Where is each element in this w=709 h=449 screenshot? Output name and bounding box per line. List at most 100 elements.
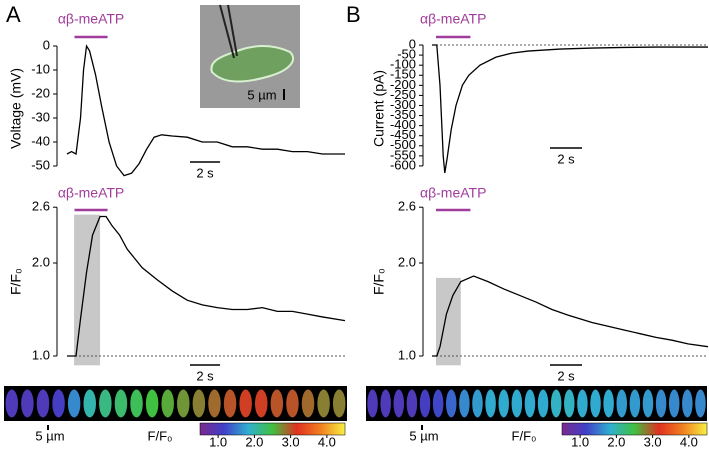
cell-frame [52,389,65,418]
cell-frame [130,389,143,418]
trace [432,275,709,357]
cell-frame [485,389,496,418]
strip-scale-label: 5 µm [409,428,438,443]
panel-label: A [6,2,21,27]
image-strip [366,386,707,421]
y-axis-label: Current (pA) [371,70,387,147]
scale-bar-label: 2 s [557,368,575,383]
cell-frame [682,389,693,418]
cell-frame [655,389,667,418]
y-tick-label: -40 [31,133,50,148]
colorbar-tick-label: 3.0 [644,434,662,449]
cell-frame [511,389,523,418]
y-tick-label: -30 [31,109,50,124]
cell-frame [537,389,549,418]
y-axis-label: F/F₀ [371,268,387,295]
cell-frame [67,389,81,418]
cell-frame [695,389,706,418]
cell-frame [432,389,444,418]
trace [66,44,345,177]
colorbar-tick-label: 4.0 [680,434,698,449]
cell-frame [564,389,575,418]
colorbar-tick-label: 1.0 [571,434,589,449]
y-axis-label: F/F₀ [8,268,24,295]
stimulus-label: αβ-meATP [58,185,124,201]
y-tick-label: 2.6 [32,199,50,214]
colorbar-tick-label: 3.0 [282,434,300,449]
cell-frame [177,389,190,418]
cell-frame [380,389,391,418]
scale-bar-label: 2 s [557,151,575,166]
y-tick-label: 0 [409,36,416,51]
cell-frame [36,389,50,418]
y-tick-label: -200 [390,77,416,92]
cell-frame [459,389,470,418]
cell-frame [446,389,457,418]
y-tick-label: -500 [390,137,416,152]
y-tick-label: -50 [31,157,50,172]
colorbar-label: F/F₀ [148,428,173,443]
stimulus-label: αβ-meATP [58,11,124,27]
cell-frame [317,389,330,418]
colorbar-tick-label: 2.0 [607,434,625,449]
trace [67,215,346,357]
cell-frame [255,389,268,418]
cell-frame [616,389,627,418]
y-tick-label: -100 [390,57,416,72]
cell-frame [21,389,34,418]
cell-frame [145,389,159,418]
y-tick-label: 2.6 [398,199,416,214]
colorbar-tick-label: 4.0 [318,434,336,449]
cell-frame [629,389,641,418]
cell-frame [161,389,174,418]
colorbar [561,422,708,436]
cell [210,45,295,83]
cell-frame [332,389,346,418]
cell-frame [301,389,315,418]
cell-frame [223,389,237,418]
cell-frame [590,389,601,418]
y-tick-label: -400 [390,117,416,132]
y-tick-label: -550 [390,147,416,162]
y-tick-label: -20 [31,85,50,100]
cell-frame [5,389,19,418]
cell-frame [83,389,96,418]
y-tick-label: 1.0 [32,347,50,362]
y-tick-label: -450 [390,127,416,142]
panel-label: B [346,2,361,27]
cell-frame [603,389,614,418]
colorbar-label: F/F₀ [512,428,537,443]
pipette [227,4,238,57]
inset-micrograph: 5 µm [200,4,300,108]
strip-scale-label: 5 µm [35,428,64,443]
y-tick-label: -50 [397,47,416,62]
y-tick-label: 1.0 [398,347,416,362]
y-axis-label: Voltage (mV) [8,68,24,149]
stimulus-label: αβ-meATP [420,185,486,201]
y-tick-label: -350 [390,107,416,122]
stimulus-window [436,277,461,366]
y-tick-label: 2.0 [398,254,416,269]
y-tick-label: -250 [390,87,416,102]
cell-frame [419,389,431,418]
cell-frame [642,389,654,418]
colorbar-tick-label: 2.0 [245,434,263,449]
stimulus-label: αβ-meATP [420,11,486,27]
cell-frame [367,389,378,418]
y-tick-label: -10 [31,61,50,76]
cell-frame [498,389,509,418]
cell-frame [393,389,405,418]
trace [432,44,708,174]
cell-frame [99,389,112,418]
cell-frame [208,389,221,418]
cell-frame [550,389,562,418]
cell-frame [668,389,680,418]
cell-frame [192,389,206,418]
cell-frame [114,389,128,418]
y-tick-label: 2.0 [32,254,50,269]
inset-scale-label: 5 µm [247,87,276,102]
scale-bar-label: 2 s [196,368,214,383]
colorbar-tick-label: 1.0 [209,434,227,449]
cell-frame [270,389,284,418]
